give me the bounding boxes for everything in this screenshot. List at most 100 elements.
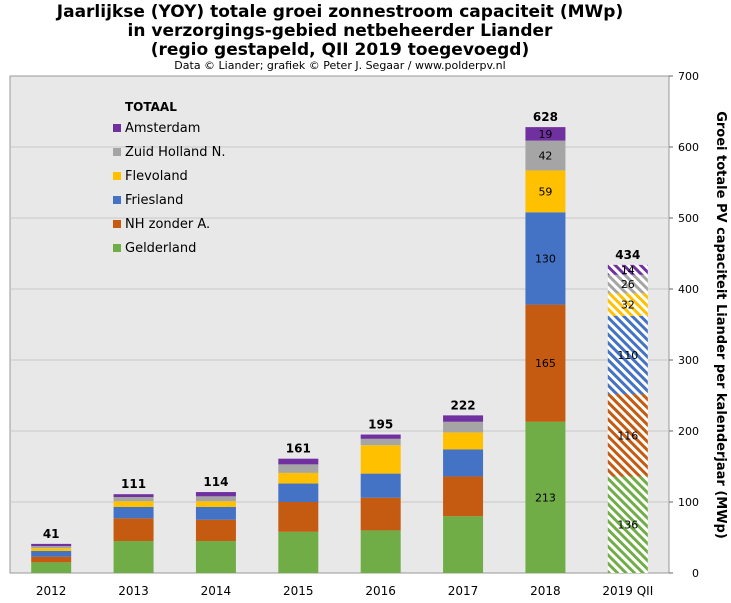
segment-label: 26 bbox=[621, 278, 635, 291]
bar-segment bbox=[525, 170, 566, 213]
y-tick-label: 400 bbox=[678, 283, 699, 296]
legend-label: NH zonder A. bbox=[125, 217, 210, 232]
legend-swatch bbox=[113, 220, 121, 228]
bar-segment bbox=[607, 476, 648, 573]
bar-segment bbox=[360, 530, 401, 573]
segment-label: 14 bbox=[621, 264, 635, 277]
bar-segment bbox=[31, 550, 72, 557]
legend-swatch bbox=[113, 172, 121, 180]
x-tick-label: 2014 bbox=[201, 584, 232, 598]
bar-segment bbox=[278, 464, 319, 473]
segment-label: 19 bbox=[538, 128, 552, 141]
legend-label: Amsterdam bbox=[125, 121, 200, 136]
bar-segment bbox=[278, 531, 319, 573]
y-axis: 0 100 200 300 400 500 600 700 bbox=[669, 70, 699, 580]
x-tick-label: 2015 bbox=[283, 584, 314, 598]
bar-segment bbox=[195, 496, 236, 502]
bar-segment bbox=[195, 492, 236, 497]
bar-segment bbox=[31, 556, 72, 563]
segment-label: 59 bbox=[538, 185, 552, 198]
bar-segment bbox=[113, 494, 154, 498]
bar-segment bbox=[443, 516, 484, 573]
bar-segment bbox=[443, 432, 484, 450]
bar-total-label: 41 bbox=[43, 527, 60, 541]
segment-label: 136 bbox=[617, 519, 638, 532]
chart-subtitle: Data © Liander; grafiek © Peter J. Segaa… bbox=[174, 59, 505, 72]
x-tick-label: 2017 bbox=[448, 584, 479, 598]
bar-total-label: 434 bbox=[615, 248, 640, 262]
bar-segment bbox=[525, 127, 566, 141]
bar-total-label: 628 bbox=[533, 110, 558, 124]
chart-title-line-2: in verzorgings-gebied netbeheerder Liand… bbox=[128, 21, 553, 41]
bar-segment bbox=[607, 264, 648, 275]
y-axis-label: Groei totale PV capaciteit Liander per k… bbox=[713, 111, 728, 539]
legend-swatch bbox=[113, 196, 121, 204]
bar-segment bbox=[113, 518, 154, 542]
legend: TOTAAL Amsterdam Zuid Holland N. Flevoland F… bbox=[113, 100, 226, 256]
y-tick-label: 600 bbox=[678, 141, 699, 154]
legend-swatch bbox=[113, 148, 121, 156]
segment-label: 130 bbox=[535, 252, 556, 265]
x-axis: 2012 2013 2014 2015 2016 2017 2018 2019 QII bbox=[36, 584, 653, 598]
chart-title-line-3: (regio gestapeld, QII 2019 toegevoegd) bbox=[151, 40, 529, 60]
y-tick-label: 500 bbox=[678, 212, 699, 225]
bar-segment bbox=[113, 501, 154, 507]
plot-area bbox=[9, 75, 670, 574]
bar-segment bbox=[443, 449, 484, 477]
bar-segment bbox=[607, 274, 648, 294]
bar-total-label: 111 bbox=[121, 477, 146, 491]
x-tick-label: 2019 QII bbox=[602, 584, 653, 598]
segment-label: 165 bbox=[535, 357, 556, 370]
y-tick-label: 200 bbox=[678, 425, 699, 438]
bar-segment bbox=[607, 394, 648, 477]
bar-segment bbox=[195, 501, 236, 507]
bar-segment bbox=[443, 476, 484, 517]
bar-segment bbox=[525, 304, 566, 422]
bar-segment bbox=[195, 519, 236, 542]
x-tick-label: 2013 bbox=[118, 584, 149, 598]
bar-segment bbox=[195, 541, 236, 573]
y-tick-label: 0 bbox=[692, 567, 699, 580]
segment-label: 213 bbox=[535, 491, 556, 504]
x-tick-label: 2016 bbox=[365, 584, 396, 598]
y-tick-label: 700 bbox=[678, 70, 699, 83]
segment-label: 32 bbox=[621, 299, 635, 312]
y-tick-label: 100 bbox=[678, 496, 699, 509]
bar-segment bbox=[360, 497, 401, 531]
bar-segment bbox=[360, 445, 401, 474]
bar-total-label: 114 bbox=[203, 475, 228, 489]
bar-segment bbox=[607, 315, 648, 395]
legend-label: Zuid Holland N. bbox=[125, 145, 226, 160]
legend-swatch bbox=[113, 244, 121, 252]
bars: 41 111 114 161 195 222 213 165 130 59 42 19 628 136 11… bbox=[31, 110, 648, 573]
segment-label: 42 bbox=[538, 150, 552, 163]
bar-segment bbox=[278, 502, 319, 532]
x-tick-label: 2018 bbox=[530, 584, 561, 598]
bar-segment bbox=[278, 472, 319, 484]
bar-segment bbox=[525, 212, 566, 305]
bar-segment bbox=[278, 458, 319, 465]
bar-segment bbox=[113, 506, 154, 519]
legend-label: Gelderland bbox=[125, 241, 196, 256]
bar-total-label: 222 bbox=[451, 398, 476, 412]
bar-total-label: 195 bbox=[368, 418, 393, 432]
segment-label: 116 bbox=[617, 429, 638, 442]
legend-label: Friesland bbox=[125, 193, 183, 208]
bar-segment bbox=[360, 438, 401, 446]
chart-title-line-1: Jaarlijkse (YOY) totale groei zonnestroo… bbox=[56, 2, 623, 22]
bar-segment bbox=[113, 541, 154, 573]
bar-segment bbox=[31, 543, 72, 547]
bar-segment bbox=[31, 562, 72, 573]
legend-swatch bbox=[113, 124, 121, 132]
bar-segment bbox=[278, 483, 319, 502]
bar-segment bbox=[360, 473, 401, 498]
segment-label: 110 bbox=[617, 349, 638, 362]
bar-segment bbox=[443, 415, 484, 422]
x-tick-label: 2012 bbox=[36, 584, 67, 598]
legend-label: Flevoland bbox=[125, 169, 188, 184]
bar-segment bbox=[525, 140, 566, 171]
bar-segment bbox=[443, 421, 484, 433]
bar-segment bbox=[607, 293, 648, 316]
bar-segment bbox=[195, 506, 236, 520]
